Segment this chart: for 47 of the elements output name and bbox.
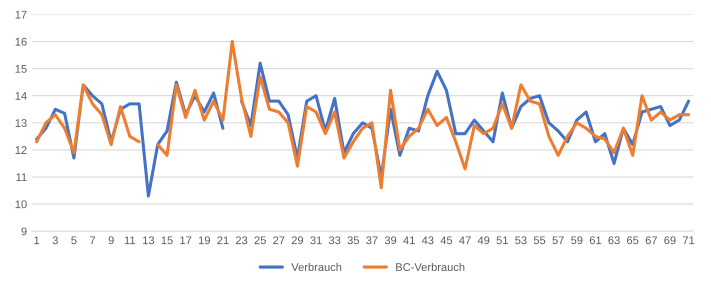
x-tick-label: 11 bbox=[124, 236, 136, 244]
x-tick-label: 31 bbox=[310, 236, 322, 244]
y-tick-label: 13 bbox=[16, 119, 27, 127]
x-tick-label: 27 bbox=[273, 236, 284, 244]
x-tick-label: 15 bbox=[162, 236, 173, 244]
legend-label: BC-Verbrauch bbox=[396, 262, 464, 272]
x-tick-label: 51 bbox=[496, 236, 508, 244]
y-tick-label: 16 bbox=[16, 38, 27, 46]
x-tick-label: 35 bbox=[348, 236, 360, 244]
x-tick-label: 3 bbox=[52, 236, 58, 244]
y-tick-label: 11 bbox=[16, 173, 27, 182]
x-tick-label: 5 bbox=[71, 236, 77, 244]
x-tick-label: 7 bbox=[90, 236, 96, 244]
x-tick-label: 59 bbox=[571, 236, 582, 244]
x-tick-label: 55 bbox=[534, 236, 546, 244]
x-tick-label: 17 bbox=[180, 236, 192, 244]
x-tick-label: 1 bbox=[34, 236, 40, 244]
x-tick-label: 65 bbox=[627, 236, 638, 244]
x-tick-label: 21 bbox=[217, 236, 229, 244]
x-tick-label: 19 bbox=[198, 236, 210, 244]
y-tick-label: 15 bbox=[16, 65, 27, 73]
legend-label: Verbrauch bbox=[291, 262, 342, 272]
x-tick-label: 67 bbox=[646, 236, 657, 244]
x-tick-label: 45 bbox=[440, 236, 452, 244]
x-tick-label: 53 bbox=[515, 236, 527, 244]
x-tick-label: 47 bbox=[459, 236, 471, 244]
x-tick-label: 41 bbox=[403, 236, 415, 244]
x-tick-label: 57 bbox=[552, 236, 564, 244]
y-tick-label: 9 bbox=[21, 227, 27, 236]
y-tick-label: 14 bbox=[16, 92, 27, 100]
x-tick-label: 9 bbox=[108, 236, 114, 244]
x-tick-label: 33 bbox=[328, 236, 340, 244]
x-tick-label: 29 bbox=[292, 236, 304, 244]
x-tick-label: 23 bbox=[236, 236, 248, 244]
x-tick-label: 25 bbox=[254, 236, 266, 244]
x-tick-label: 37 bbox=[366, 236, 378, 244]
x-tick-label: 13 bbox=[143, 236, 154, 244]
x-tick-label: 61 bbox=[590, 236, 602, 244]
y-tick-label: 12 bbox=[16, 146, 27, 154]
x-tick-label: 63 bbox=[608, 236, 620, 244]
x-tick-label: 39 bbox=[384, 236, 396, 244]
x-tick-label: 43 bbox=[422, 236, 434, 244]
x-tick-label: 69 bbox=[664, 236, 676, 244]
y-tick-label: 17 bbox=[16, 10, 27, 18]
x-tick-label: 49 bbox=[478, 236, 490, 244]
y-tick-label: 10 bbox=[16, 200, 27, 208]
x-tick-label: 71 bbox=[682, 236, 694, 244]
